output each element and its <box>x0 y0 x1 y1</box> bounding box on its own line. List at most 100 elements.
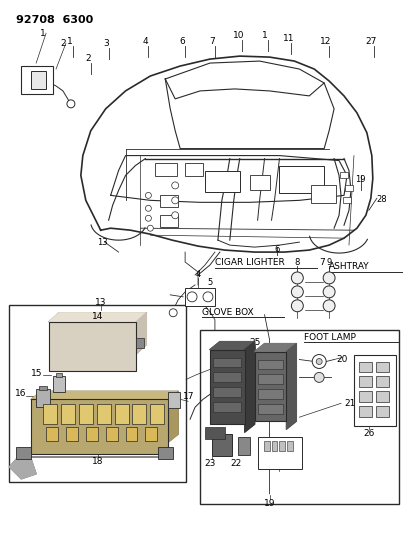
Bar <box>376 376 389 387</box>
Text: 27: 27 <box>365 37 377 46</box>
Bar <box>345 185 353 191</box>
Bar <box>46 427 58 441</box>
Polygon shape <box>255 344 297 352</box>
Bar <box>31 399 168 454</box>
Text: 4: 4 <box>196 270 201 279</box>
Text: 11: 11 <box>283 34 294 43</box>
Bar <box>213 387 241 397</box>
Text: 14: 14 <box>92 312 103 321</box>
Text: 19: 19 <box>264 499 275 508</box>
Text: 9: 9 <box>326 258 332 267</box>
Text: 5: 5 <box>207 278 213 287</box>
Text: 13: 13 <box>95 298 106 307</box>
Bar <box>115 404 128 424</box>
Bar <box>258 404 284 414</box>
Bar <box>213 373 241 382</box>
Bar <box>155 163 177 176</box>
Bar <box>79 404 93 424</box>
Text: 3: 3 <box>103 39 109 48</box>
Text: 20: 20 <box>336 354 347 364</box>
Text: 1: 1 <box>67 37 73 46</box>
Text: 2: 2 <box>85 54 90 63</box>
Bar <box>263 441 269 451</box>
Text: 6: 6 <box>274 245 280 254</box>
Text: 22: 22 <box>230 459 242 468</box>
Circle shape <box>147 225 154 231</box>
Circle shape <box>145 192 152 198</box>
Text: 24: 24 <box>276 459 287 468</box>
Text: 12: 12 <box>320 37 332 46</box>
Bar <box>255 352 286 421</box>
Bar <box>213 402 241 412</box>
Text: 19: 19 <box>355 175 366 184</box>
Bar <box>238 437 250 455</box>
Bar <box>49 322 137 372</box>
Bar <box>359 406 372 417</box>
Bar <box>359 376 372 387</box>
Bar <box>185 163 203 176</box>
Circle shape <box>312 354 326 368</box>
Bar <box>376 406 389 417</box>
Text: 7: 7 <box>319 258 325 267</box>
Circle shape <box>291 286 303 298</box>
Bar <box>43 404 57 424</box>
Text: 1: 1 <box>262 31 267 40</box>
Polygon shape <box>49 313 146 322</box>
Bar <box>354 354 396 426</box>
Circle shape <box>323 286 335 298</box>
Circle shape <box>187 292 197 302</box>
Circle shape <box>67 100 75 108</box>
Text: CIGAR LIGHTER: CIGAR LIGHTER <box>215 258 285 267</box>
Bar <box>21 66 53 94</box>
Bar <box>359 361 372 373</box>
Bar <box>61 404 75 424</box>
Circle shape <box>323 272 335 284</box>
Bar <box>86 427 98 441</box>
Polygon shape <box>137 313 146 353</box>
Bar <box>158 447 173 459</box>
Text: 2: 2 <box>60 39 66 48</box>
Bar <box>258 437 302 469</box>
Bar <box>212 434 232 456</box>
Text: 15: 15 <box>31 369 43 378</box>
Bar <box>258 375 284 384</box>
Text: FOOT LAMP: FOOT LAMP <box>304 333 356 342</box>
Bar <box>213 358 241 367</box>
Circle shape <box>145 205 152 211</box>
Bar <box>258 389 284 399</box>
Text: 4: 4 <box>143 37 148 46</box>
Text: 13: 13 <box>97 238 107 247</box>
Bar <box>133 404 146 424</box>
Bar <box>137 337 144 348</box>
Polygon shape <box>31 391 178 399</box>
Circle shape <box>172 182 179 189</box>
Circle shape <box>169 309 177 317</box>
Circle shape <box>291 272 303 284</box>
Bar <box>66 427 78 441</box>
Bar <box>250 175 269 190</box>
Bar <box>56 374 62 377</box>
Text: 10: 10 <box>233 31 244 40</box>
Bar <box>106 427 118 441</box>
Bar <box>376 361 389 373</box>
Bar <box>9 305 186 482</box>
Bar <box>31 71 46 89</box>
Text: 17: 17 <box>183 392 195 401</box>
Bar <box>53 376 65 392</box>
Circle shape <box>316 359 322 365</box>
Bar <box>160 215 178 227</box>
Text: 28: 28 <box>377 196 387 204</box>
Text: 1: 1 <box>40 29 46 38</box>
Circle shape <box>145 215 152 221</box>
Polygon shape <box>9 459 36 479</box>
Bar <box>359 391 372 402</box>
Bar <box>343 197 351 203</box>
Circle shape <box>291 300 303 312</box>
Polygon shape <box>245 342 255 432</box>
Bar <box>39 386 47 390</box>
Bar <box>145 427 157 441</box>
Polygon shape <box>168 391 178 442</box>
Circle shape <box>203 292 213 302</box>
Bar <box>376 391 389 402</box>
Text: 8: 8 <box>295 258 300 267</box>
